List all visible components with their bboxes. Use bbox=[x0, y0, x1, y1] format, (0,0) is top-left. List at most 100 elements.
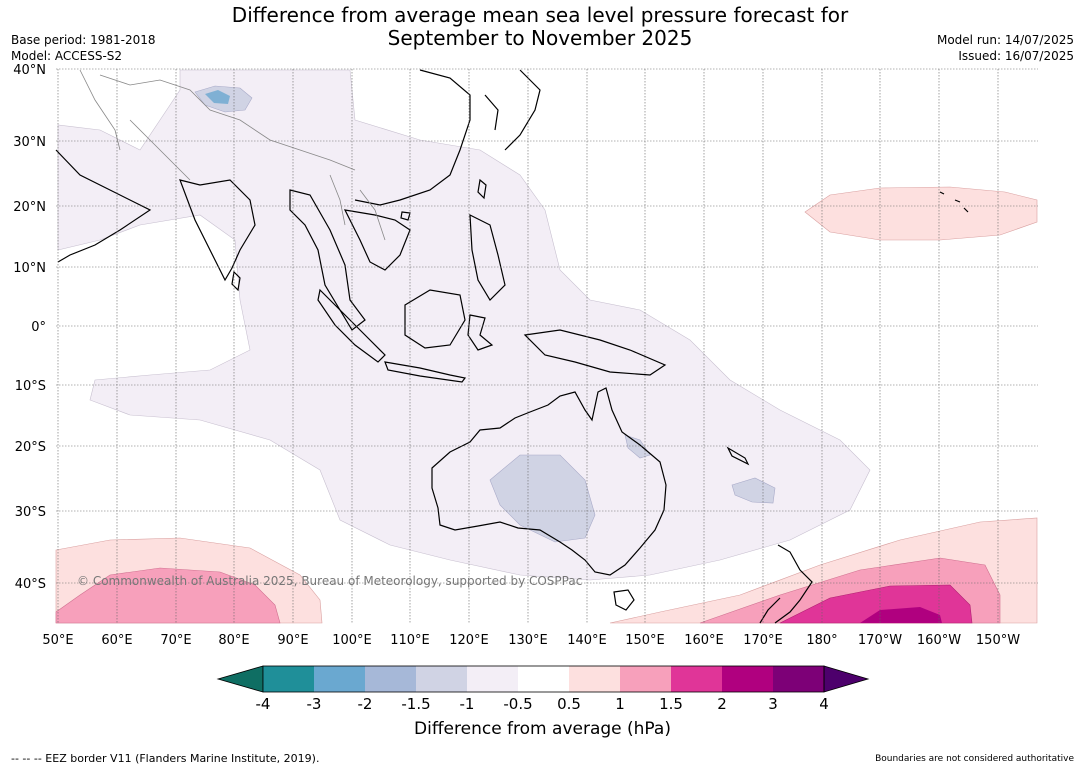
lat-label: 0° bbox=[31, 320, 46, 335]
colorbar-tick: 1.5 bbox=[659, 695, 683, 713]
colorbar-swatch bbox=[518, 666, 569, 692]
copyright-notice: © Commonwealth of Australia 2025, Bureau… bbox=[77, 574, 583, 588]
title-line-1: Difference from average mean sea level p… bbox=[231, 3, 849, 27]
colorbar-ticks: -4 -3 -2 -1.5 -1 -0.5 0.5 1 1.5 2 3 4 bbox=[256, 695, 829, 713]
coast-java bbox=[384, 361, 467, 383]
country-borders bbox=[79, 69, 386, 241]
lon-label: 60°E bbox=[101, 633, 132, 648]
coast-sri-lanka bbox=[231, 270, 241, 292]
colorbar-swatch bbox=[314, 666, 365, 692]
colorbar-tick: -3 bbox=[307, 695, 322, 713]
colorbar-swatch bbox=[365, 666, 416, 692]
colorbar-right-arrow bbox=[823, 665, 870, 693]
coast-new-caledonia bbox=[726, 446, 750, 466]
lon-label: 160°W bbox=[917, 633, 961, 648]
colorbar-swatch bbox=[722, 666, 773, 692]
colorbar-swatch bbox=[416, 666, 467, 692]
map-area bbox=[55, 68, 1038, 624]
lat-label: 40°N bbox=[13, 63, 46, 78]
lon-label: 150°W bbox=[976, 633, 1020, 648]
lat-label: 20°S bbox=[15, 440, 46, 455]
lon-label: 100°E bbox=[332, 633, 372, 648]
lat-label: 10°N bbox=[13, 261, 46, 276]
colorbar-tick: 1 bbox=[615, 695, 625, 713]
lon-label: 160°E bbox=[684, 633, 724, 648]
anomaly-shading bbox=[55, 69, 1038, 624]
colorbar-swatch bbox=[467, 666, 518, 692]
coast-hainan bbox=[400, 211, 411, 221]
anomaly-region-positive-north-pacific bbox=[804, 186, 1038, 241]
anomaly-region-positive-southeast-core bbox=[860, 607, 942, 623]
coast-hawaii bbox=[939, 191, 969, 213]
coast-tasmania bbox=[613, 589, 635, 611]
colorbar-tick: -0.5 bbox=[503, 695, 532, 713]
lon-label: 140°E bbox=[567, 633, 607, 648]
chart-title: Difference from average mean sea level p… bbox=[170, 4, 910, 50]
border-asia-1 bbox=[99, 74, 356, 171]
colorbar-tick: 3 bbox=[768, 695, 778, 713]
coast-taiwan bbox=[477, 178, 487, 200]
lon-label: 90°E bbox=[277, 633, 308, 648]
colorbar-swatch bbox=[263, 666, 314, 692]
colorbar-swatch bbox=[773, 666, 824, 692]
meta-right: Model run: 14/07/2025 Issued: 16/07/2025 bbox=[937, 32, 1074, 64]
border-asia-3 bbox=[329, 174, 386, 241]
anomaly-region-negative-weak bbox=[57, 69, 871, 581]
colorbar-swatch bbox=[671, 666, 722, 692]
colorbar-tick: 4 bbox=[819, 695, 829, 713]
model-run: Model run: 14/07/2025 bbox=[936, 33, 1074, 47]
lon-label: 130°E bbox=[508, 633, 548, 648]
coast-borneo bbox=[404, 289, 466, 349]
latitude-labels: 40°N 30°N 20°N 10°N 0° 10°S 20°S 30°S 40… bbox=[13, 63, 46, 592]
issued-date: Issued: 16/07/2025 bbox=[958, 49, 1074, 63]
eez-border-note: -- -- -- EEZ border V11 (Flanders Marine… bbox=[11, 752, 320, 765]
longitude-labels: 50°E 60°E 70°E 80°E 90°E 100°E 110°E 120… bbox=[42, 633, 1020, 648]
lat-label: 40°S bbox=[15, 577, 46, 592]
lon-label: 110°E bbox=[390, 633, 430, 648]
coast-sumatra bbox=[317, 288, 386, 363]
anomaly-region-positive-southwest-strong bbox=[55, 567, 281, 624]
lat-label: 30°N bbox=[13, 135, 46, 150]
colorbar-left-arrow bbox=[216, 665, 264, 693]
colorbar bbox=[216, 665, 870, 693]
coast-arabia bbox=[55, 149, 152, 263]
colorbar-title: Difference from average (hPa) bbox=[414, 719, 671, 739]
model-name: Model: ACCESS-S2 bbox=[11, 49, 123, 63]
lon-label: 170°E bbox=[743, 633, 783, 648]
colorbar-tick: -1 bbox=[460, 695, 475, 713]
colorbar-tick: 0.5 bbox=[557, 695, 581, 713]
lat-label: 30°S bbox=[15, 505, 46, 520]
base-period: Base period: 1981-2018 bbox=[11, 33, 156, 47]
lon-label: 50°E bbox=[42, 633, 73, 648]
colorbar-tick: -1.5 bbox=[401, 695, 430, 713]
lon-label: 180° bbox=[806, 633, 837, 648]
colorbar-swatch bbox=[620, 666, 671, 692]
anomaly-region-negative-moderate bbox=[489, 454, 596, 543]
lat-label: 20°N bbox=[13, 200, 46, 215]
colorbar-tick: 2 bbox=[717, 695, 727, 713]
coast-korea-japan bbox=[484, 69, 541, 151]
coast-sulawesi bbox=[467, 314, 494, 351]
coast-india bbox=[179, 179, 256, 282]
lon-label: 170°W bbox=[858, 633, 902, 648]
anomaly-region-tibet-core bbox=[205, 90, 230, 104]
coast-australia bbox=[431, 387, 667, 576]
gridlines bbox=[56, 68, 1038, 623]
coast-indochina bbox=[343, 209, 411, 271]
lon-label: 150°E bbox=[625, 633, 665, 648]
coastlines bbox=[55, 69, 969, 624]
lat-label: 10°S bbox=[15, 379, 46, 394]
lon-label: 70°E bbox=[160, 633, 191, 648]
colorbar-swatch bbox=[569, 666, 620, 692]
colorbar-boxes bbox=[263, 666, 824, 692]
coast-philippines bbox=[469, 214, 506, 301]
title-line-2: September to November 2025 bbox=[387, 26, 693, 50]
border-asia-2 bbox=[129, 119, 191, 181]
colorbar-tick: -2 bbox=[358, 695, 373, 713]
border-asia-4 bbox=[79, 69, 121, 151]
meta-left: Base period: 1981-2018 Model: ACCESS-S2 bbox=[11, 32, 156, 64]
lon-label: 120°E bbox=[449, 633, 489, 648]
coast-new-zealand bbox=[759, 544, 813, 624]
anomaly-region-negative-moderate-2 bbox=[731, 477, 776, 504]
